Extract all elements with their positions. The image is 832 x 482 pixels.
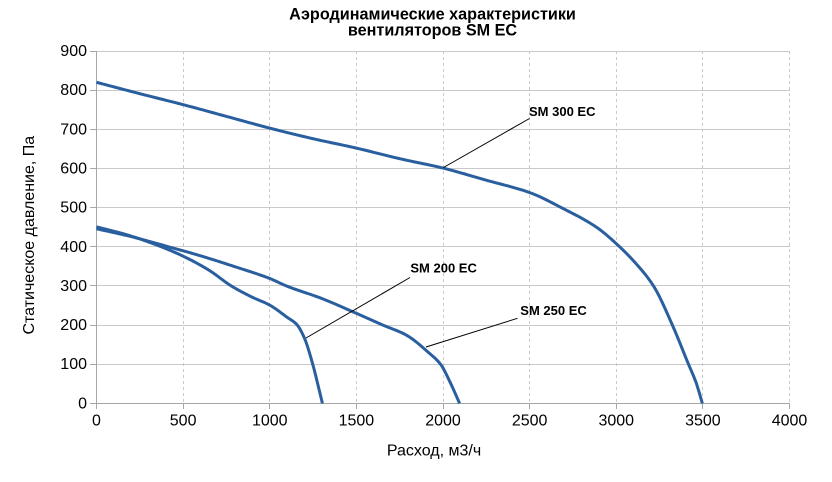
svg-text:500: 500: [170, 413, 197, 430]
svg-text:800: 800: [60, 82, 87, 99]
svg-text:3000: 3000: [598, 413, 634, 430]
svg-text:SM 300 EC: SM 300 EC: [529, 104, 596, 119]
svg-text:SM 250 EC: SM 250 EC: [520, 303, 587, 318]
svg-text:1500: 1500: [339, 413, 375, 430]
svg-text:Расход, м3/ч: Расход, м3/ч: [387, 443, 481, 460]
svg-text:900: 900: [60, 43, 87, 60]
svg-text:2500: 2500: [512, 413, 548, 430]
svg-text:4000: 4000: [772, 413, 808, 430]
svg-text:600: 600: [60, 160, 87, 177]
svg-text:1000: 1000: [252, 413, 288, 430]
svg-text:200: 200: [60, 317, 87, 334]
svg-text:SM 200 EC: SM 200 EC: [410, 260, 477, 275]
svg-text:700: 700: [60, 121, 87, 138]
svg-text:Аэродинамические характеристик: Аэродинамические характеристики: [289, 6, 576, 24]
svg-text:0: 0: [92, 413, 101, 430]
svg-text:3500: 3500: [685, 413, 721, 430]
svg-text:0: 0: [78, 395, 87, 412]
svg-text:400: 400: [60, 239, 87, 256]
svg-text:Статическое давление, Па: Статическое давление, Па: [21, 136, 38, 335]
svg-text:2000: 2000: [425, 413, 461, 430]
svg-text:500: 500: [60, 200, 87, 217]
svg-text:100: 100: [60, 356, 87, 373]
svg-text:вентиляторов SM EC: вентиляторов SM EC: [348, 22, 518, 40]
svg-text:300: 300: [60, 278, 87, 295]
